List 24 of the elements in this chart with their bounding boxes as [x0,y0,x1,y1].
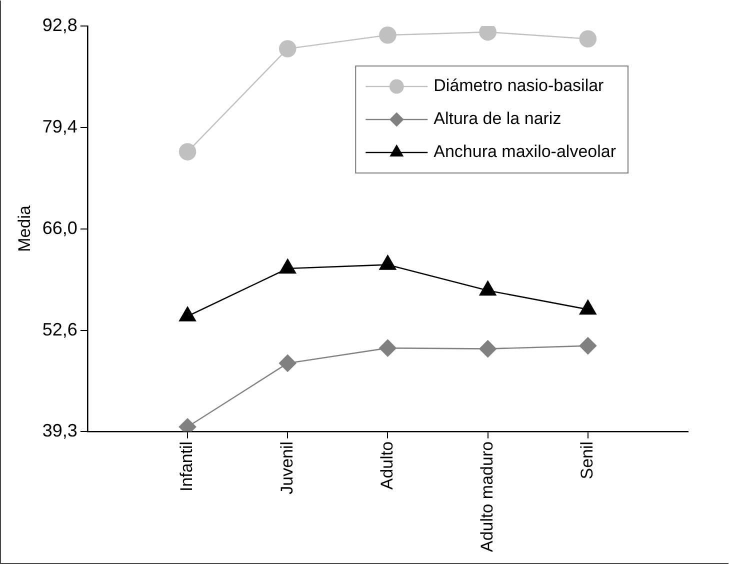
y-tick-label: 92,8 [42,14,78,35]
point [379,255,396,270]
point [279,258,296,274]
y-axis-title: Media [14,205,34,252]
legend-label: Anchura maxilo-alveolar [434,142,616,162]
x-tick-label: Infantil [177,441,196,492]
y-tick-label: 79,4 [42,116,78,137]
x-tick-label: Senil [578,441,597,480]
y-tick-label: 52,6 [42,320,78,340]
point [178,143,196,160]
point [579,300,596,315]
x-tick-label: Adulto maduro [478,441,496,552]
y-tick-label: 39,3 [42,420,78,440]
point [479,26,496,41]
legend-label: Diámetro nasio-basilar [434,76,604,96]
point [278,40,296,58]
point [379,26,396,44]
point [579,30,597,48]
point [479,280,496,296]
x-tick-label: Adulto [377,441,396,490]
legend-label: Altura de la nariz [434,109,562,128]
point [179,306,196,322]
y-tick-label: 66,0 [42,218,78,238]
x-tick-label: Juvenil [277,441,296,494]
